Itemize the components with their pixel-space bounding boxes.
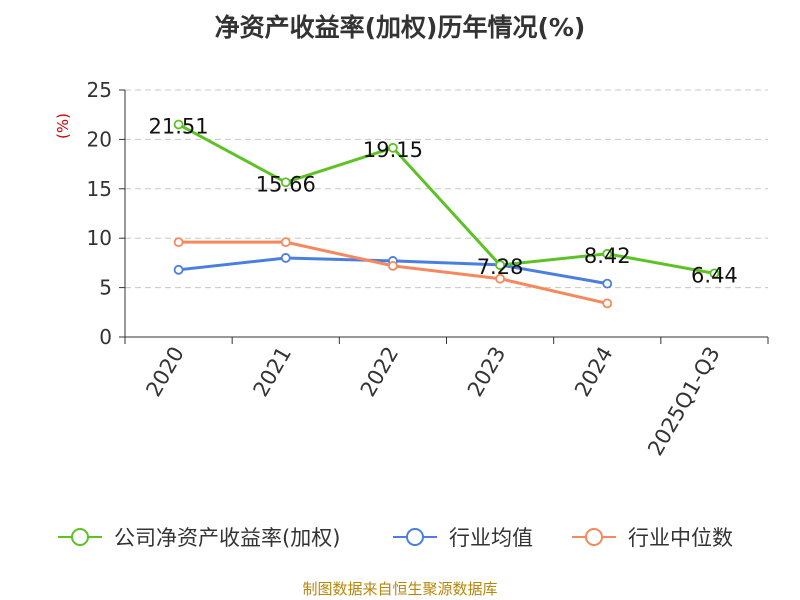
data-point (388, 260, 398, 271)
data-point (495, 260, 505, 270)
data-point (495, 273, 505, 284)
y-tick-label: 15 (87, 177, 112, 201)
y-tick-label: 10 (87, 226, 112, 250)
x-tick-label: 2023 (463, 343, 511, 401)
source-note: 制图数据来自恒生聚源数据库 (302, 580, 498, 598)
data-point (280, 177, 291, 188)
legend-marker (406, 528, 424, 546)
y-tick-label: 25 (87, 78, 112, 102)
x-tick-label: 2020 (141, 343, 189, 401)
data-point (173, 264, 184, 275)
data-label: 19.15 (363, 138, 423, 162)
legend-label: 公司净资产收益率(加权) (114, 526, 340, 550)
data-point (173, 237, 184, 248)
data-point (173, 119, 184, 130)
data-point (709, 268, 720, 279)
y-tick-label: 5 (99, 276, 112, 300)
data-label: 21.51 (149, 114, 209, 138)
data-point (388, 142, 398, 153)
x-tick-label: 2024 (570, 343, 618, 401)
data-point (280, 253, 291, 263)
data-label: 8.42 (584, 244, 631, 268)
legend-label: 行业中位数 (628, 526, 733, 550)
legend-label: 行业均值 (449, 526, 533, 550)
chart-title: 净资产收益率(加权)历年情况(%) (214, 13, 586, 42)
series-line (177, 123, 715, 275)
data-point (602, 298, 613, 309)
data-label: 6.44 (691, 263, 738, 287)
legend-marker (71, 528, 89, 546)
x-tick-label: 2022 (356, 343, 404, 401)
data-point (602, 278, 613, 289)
data-label: 15.66 (256, 172, 316, 196)
data-point (280, 237, 291, 248)
x-tick-label: 2021 (249, 343, 297, 401)
y-axis-label: (%) (54, 113, 72, 139)
data-label: 7.28 (477, 255, 524, 279)
y-tick-label: 20 (87, 127, 112, 151)
y-tick-label: 0 (99, 325, 112, 349)
data-point (602, 248, 613, 259)
x-tick-label: 2025Q1-Q3 (643, 343, 725, 460)
legend-marker (585, 528, 603, 546)
